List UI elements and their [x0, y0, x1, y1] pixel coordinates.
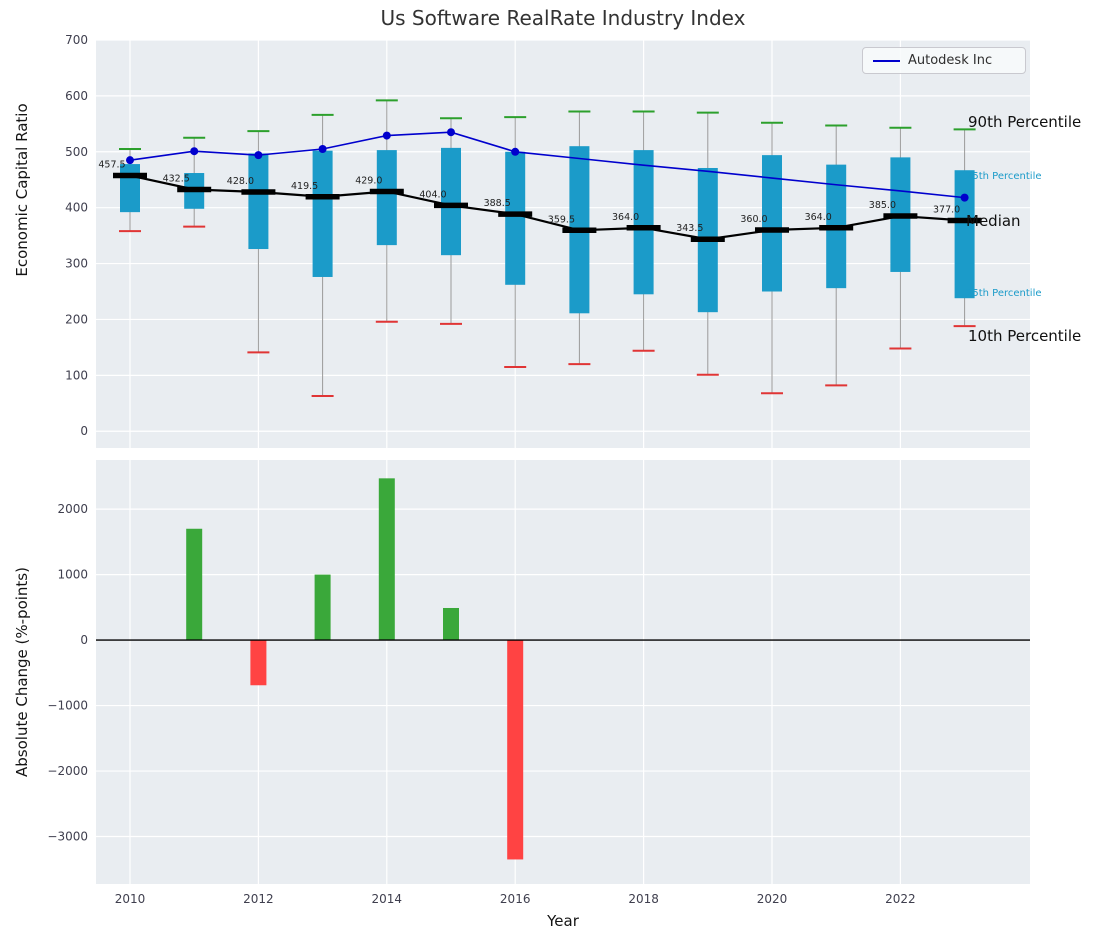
positive-change-bar	[186, 528, 203, 641]
iqr-box	[954, 170, 975, 299]
iqr-box	[120, 164, 140, 213]
y-tick-label: 300	[65, 257, 88, 271]
x-tick-label: 2022	[885, 892, 916, 906]
median-value-label: 419.5	[291, 181, 318, 192]
y-tick-label: 400	[65, 201, 88, 215]
bottom-y-axis-label: Absolute Change (%-points)	[13, 567, 31, 777]
top-y-axis-label: Economic Capital Ratio	[13, 103, 31, 277]
y-tick-label: 1000	[57, 568, 88, 582]
annotation-10th-percentile: 10th Percentile	[968, 327, 1082, 345]
iqr-box	[762, 155, 782, 292]
iqr-box	[505, 151, 526, 285]
y-tick-label: 0	[80, 424, 88, 438]
x-tick-label: 2018	[628, 892, 659, 906]
annotation-75th-percentile: 75th Percentile	[966, 171, 1042, 182]
median-value-label: 404.0	[419, 189, 446, 200]
x-tick-label: 2010	[115, 892, 146, 906]
positive-change-bar	[443, 607, 459, 641]
y-tick-label: 500	[65, 145, 88, 159]
autodesk-marker	[447, 128, 455, 137]
iqr-box	[633, 150, 654, 295]
y-tick-label: −1000	[47, 699, 88, 713]
median-value-label: 457.5	[98, 160, 125, 171]
autodesk-marker	[960, 193, 969, 202]
autodesk-marker	[254, 151, 263, 160]
y-tick-label: 0	[80, 633, 88, 647]
iqr-box	[312, 150, 333, 277]
x-axis-label: Year	[547, 912, 579, 930]
median-value-label: 364.0	[805, 212, 832, 223]
annotation-90th-percentile: 90th Percentile	[968, 113, 1082, 131]
legend-line-sample	[873, 59, 900, 62]
median-value-label: 360.0	[740, 214, 767, 225]
median-value-label: 377.0	[933, 205, 960, 216]
median-value-label: 388.5	[484, 198, 511, 209]
positive-change-bar	[378, 478, 395, 641]
median-value-label: 359.5	[548, 214, 575, 225]
y-tick-label: 600	[65, 89, 88, 103]
median-value-label: 429.0	[355, 175, 382, 186]
y-tick-label: −3000	[47, 830, 88, 844]
annotation-median: Median	[966, 212, 1021, 230]
x-tick-label: 2020	[757, 892, 788, 906]
chart-title: Us Software RealRate Industry Index	[380, 6, 746, 30]
y-tick-label: −2000	[47, 764, 88, 778]
median-value-label: 343.5	[676, 223, 703, 234]
autodesk-marker	[382, 131, 391, 140]
y-tick-label: 100	[65, 368, 88, 382]
median-value-label: 428.0	[227, 176, 254, 187]
annotation-25th-percentile: 25th Percentile	[966, 288, 1042, 299]
autodesk-line	[129, 131, 965, 199]
y-tick-label: 700	[65, 33, 88, 47]
y-tick-label: 200	[65, 312, 88, 326]
negative-change-bar	[507, 640, 524, 860]
x-tick-label: 2016	[500, 892, 531, 906]
y-tick-label: 2000	[57, 502, 88, 516]
median-value-label: 364.0	[612, 212, 639, 223]
autodesk-marker	[511, 147, 520, 156]
x-tick-label: 2014	[372, 892, 403, 906]
legend: Autodesk Inc	[862, 47, 1026, 74]
median-value-label: 385.0	[869, 200, 896, 211]
autodesk-marker	[190, 147, 199, 156]
autodesk-marker	[318, 144, 327, 153]
positive-change-bar	[314, 574, 331, 641]
iqr-box	[248, 153, 269, 250]
legend-label: Autodesk Inc	[908, 53, 993, 68]
negative-change-bar	[250, 640, 267, 686]
autodesk-marker	[126, 156, 134, 165]
iqr-box	[441, 147, 461, 256]
x-tick-label: 2012	[243, 892, 274, 906]
median-value-label: 432.5	[163, 174, 190, 185]
iqr-box	[376, 150, 397, 246]
